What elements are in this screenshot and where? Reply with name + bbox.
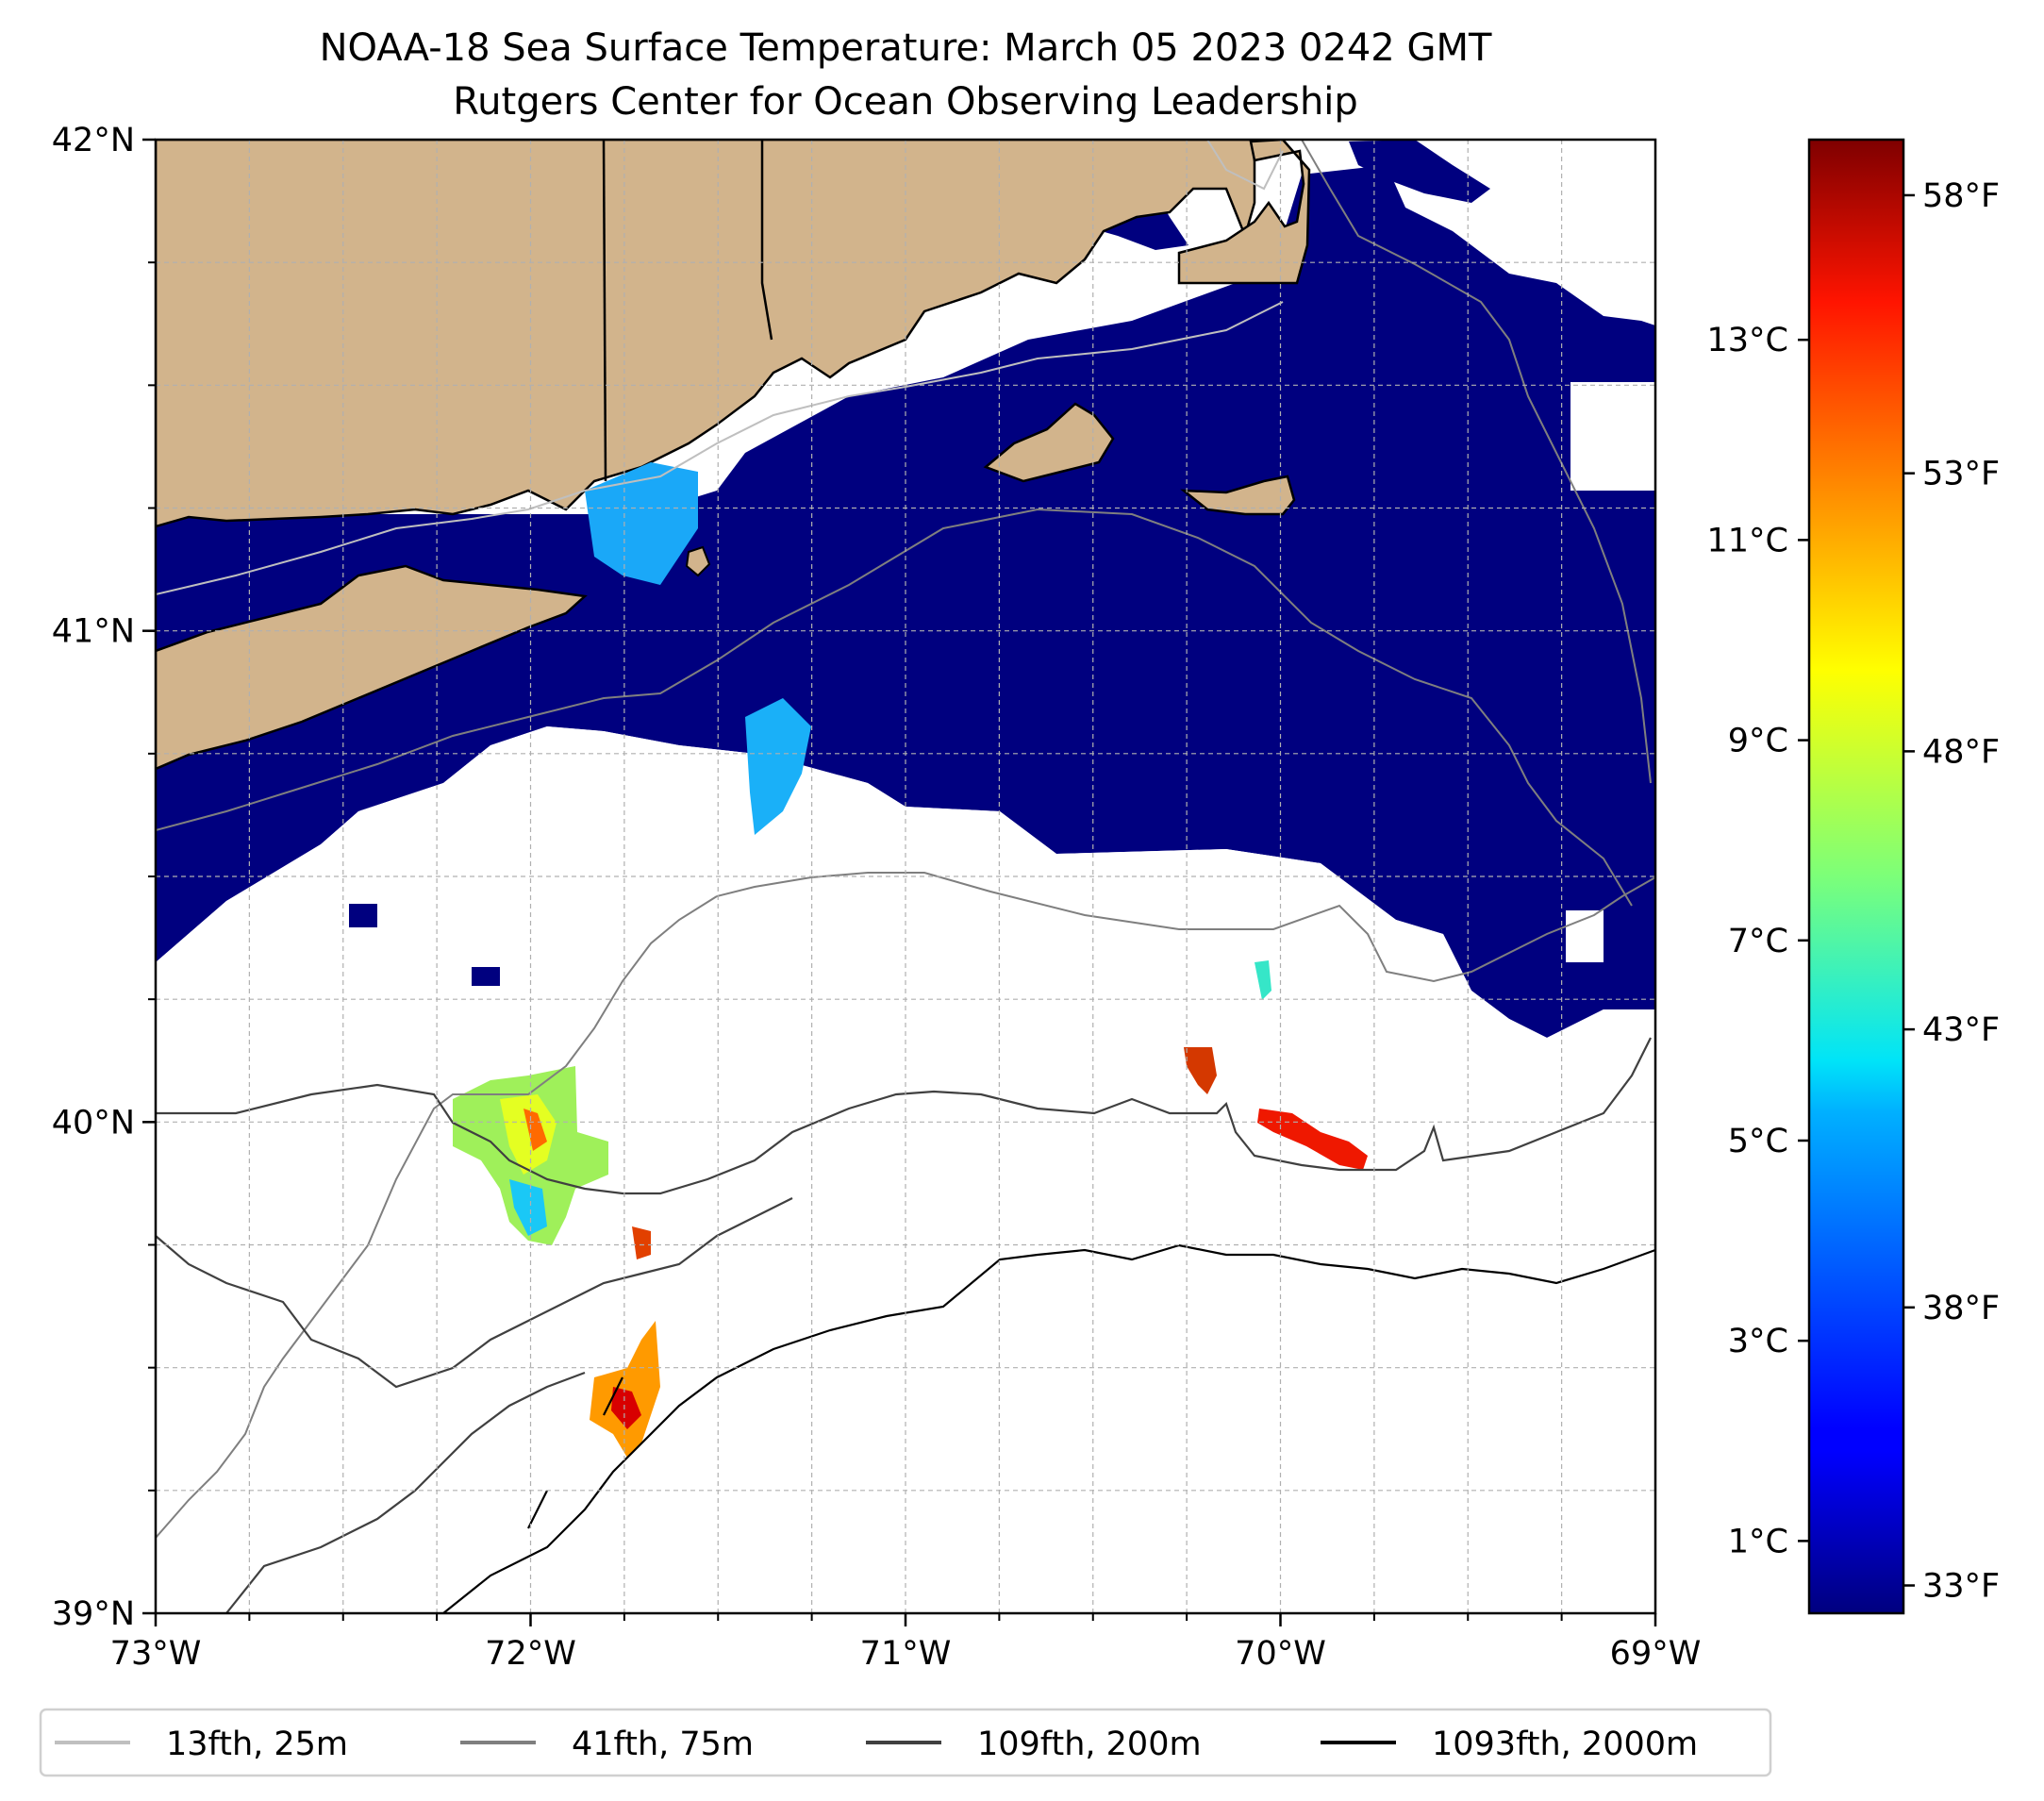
map-axes: 73°W 72°W 71°W 70°W 69°W 42°N 41°N 40°N 39°N <box>52 122 1702 1673</box>
sst-mild-patch <box>1255 960 1271 1000</box>
colorbar-f-label: 43°F <box>1922 1011 2000 1049</box>
sst-warm-patch-hot <box>523 1109 547 1151</box>
sst-cool-patch <box>509 1179 547 1236</box>
legend-entries: 13fth, 25m 41fth, 75m 109fth, 200m 1093fth,… <box>55 1726 1698 1763</box>
colorbar-c-label: 11°C <box>1707 522 1788 559</box>
state-border <box>602 140 607 482</box>
contour-25m <box>156 140 1284 595</box>
y-tick-label: 39°N <box>52 1595 135 1633</box>
sst-hot-patch-hudson-canyon <box>590 1321 660 1458</box>
sst-isolated-cold-pixels <box>349 904 377 927</box>
land-block-island <box>685 545 711 577</box>
state-border <box>760 140 773 341</box>
colorbar-f-label: 33°F <box>1922 1568 2000 1606</box>
colorbar-gradient <box>1809 140 1903 1613</box>
sst-mild-patch-offshore <box>745 698 811 835</box>
colorbar-frame <box>1807 138 1905 1615</box>
land-long-island <box>156 564 588 771</box>
map-gridlines <box>156 140 1655 1613</box>
sst-isolated-cold-pixels <box>472 967 500 986</box>
colorbar-f-label: 53°F <box>1922 456 2000 493</box>
x-tick-label: 72°W <box>485 1635 576 1673</box>
sst-very-hot-patch <box>611 1387 641 1429</box>
contour-75m <box>156 140 1655 1539</box>
y-tick-label: 40°N <box>52 1104 135 1142</box>
land-marthas-vineyard <box>983 402 1115 483</box>
land-cape-cod <box>1177 140 1311 285</box>
land-new-england <box>156 140 1256 528</box>
legend-label: 109fth, 200m <box>977 1726 1202 1763</box>
x-tick-label: 70°W <box>1235 1635 1326 1673</box>
colorbar-c-label: 1°C <box>1728 1523 1788 1560</box>
legend-label: 13fth, 25m <box>166 1726 348 1763</box>
colorbar-f-label: 58°F <box>1922 177 2000 215</box>
contour-200m <box>156 1037 1652 1613</box>
colorbar-c-label: 7°C <box>1728 923 1788 960</box>
contour-2000m <box>442 1243 1655 1613</box>
sst-warm-patch-east-small <box>1184 1047 1217 1094</box>
cloud-gap <box>1570 382 1655 491</box>
sst-mild-patch-block-island-sound <box>585 462 698 585</box>
colorbar-ticks: 33°F 38°F 43°F 48°F 53°F 58°F 1°C 3°C 5°C 7°C 9°C 1… <box>1707 177 2001 1606</box>
legend-label: 41fth, 75m <box>572 1726 754 1763</box>
colorbar-c-label: 13°C <box>1707 322 1788 359</box>
sst-hot-patch-small <box>632 1226 651 1259</box>
y-tick-label: 41°N <box>52 613 135 651</box>
contour-legend: 13fth, 25m 41fth, 75m 109fth, 200m 1093fth,… <box>39 1708 1772 1777</box>
sst-cold-water-patch-gulf-of-maine <box>1349 140 1490 203</box>
y-tick-label: 42°N <box>52 122 135 159</box>
map-subtitle: Rutgers Center for Ocean Observing Leade… <box>453 80 1358 124</box>
colorbar-f-label: 38°F <box>1922 1290 2000 1327</box>
x-tick-label: 73°W <box>110 1635 202 1673</box>
x-tick-label: 71°W <box>860 1635 952 1673</box>
legend-label: 1093fth, 2000m <box>1432 1726 1698 1763</box>
map-title: NOAA-18 Sea Surface Temperature: March 0… <box>320 26 1492 70</box>
colorbar-c-label: 9°C <box>1728 723 1788 760</box>
colorbar-c-label: 3°C <box>1728 1323 1788 1360</box>
x-tick-label: 69°W <box>1610 1635 1702 1673</box>
sst-hot-patch-east <box>1257 1109 1368 1170</box>
colorbar-f-label: 48°F <box>1922 733 2000 771</box>
sst-warm-patch-core <box>500 1094 557 1175</box>
land-nantucket <box>1180 475 1296 516</box>
colorbar-c-label: 5°C <box>1728 1123 1788 1160</box>
